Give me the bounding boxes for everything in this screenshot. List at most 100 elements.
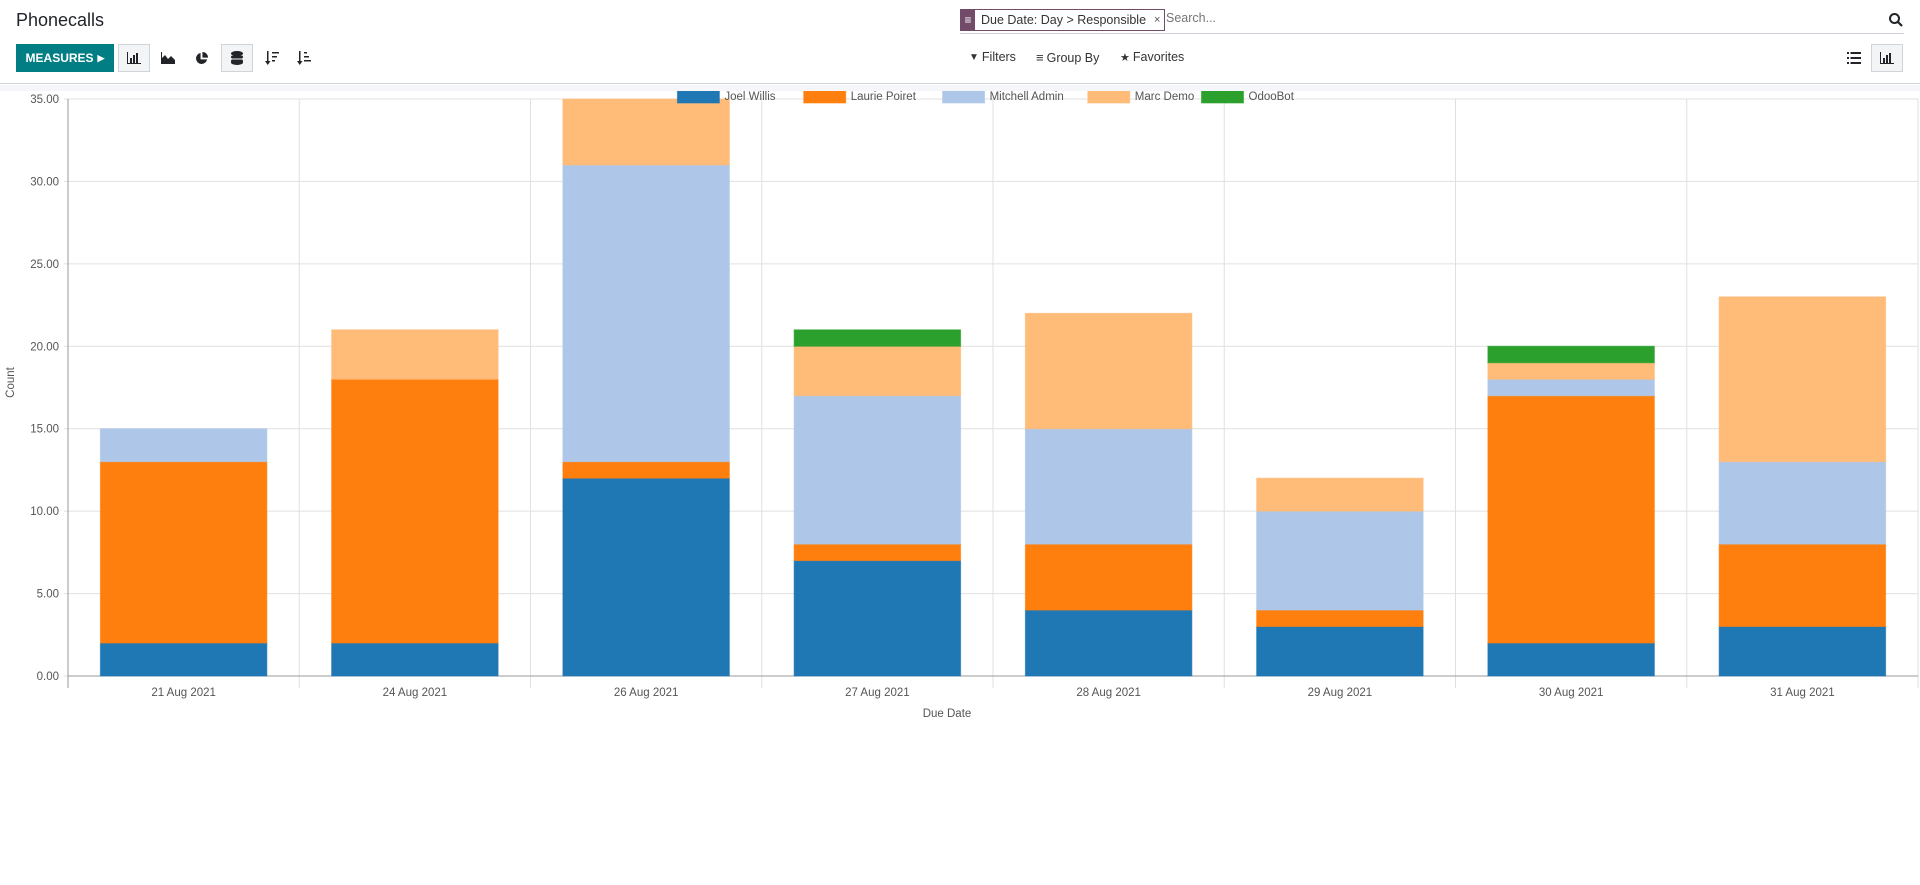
legend-swatch[interactable] [1201, 87, 1244, 104]
list-view-button[interactable] [1838, 44, 1870, 72]
y-tick-label: 15.00 [30, 424, 59, 436]
bar-segment[interactable] [1487, 378, 1655, 397]
bar-segment[interactable] [1487, 395, 1655, 644]
bar-segment[interactable] [1024, 428, 1193, 545]
bar-segment[interactable] [1256, 510, 1424, 611]
stacked-toggle-button[interactable] [221, 44, 253, 72]
sort-descending-icon [265, 51, 279, 65]
legend-label[interactable]: Marc Demo [1135, 91, 1194, 103]
bar-segment[interactable] [331, 378, 499, 644]
stacked-bar-chart: 0.00 5.00 10.00 15.00 20.00 25.00 30.00 35.00 21… [5, 87, 1919, 720]
bar-segment[interactable] [1487, 362, 1655, 380]
bar-segment[interactable] [99, 428, 268, 463]
star-icon: ★ [1120, 51, 1130, 64]
y-tick-label: 5.00 [37, 589, 59, 601]
legend-label[interactable]: OdooBot [1249, 91, 1295, 103]
y-tick-label: 35.00 [30, 94, 59, 106]
bar-segment[interactable] [793, 329, 962, 347]
y-tick-label: 0.00 [37, 671, 59, 683]
x-tick-label: 24 Aug 2021 [383, 687, 448, 699]
facet-close-icon[interactable]: × [1154, 14, 1161, 26]
favorites-dropdown[interactable]: ★ Favorites [1120, 50, 1184, 64]
stacked-database-icon [231, 51, 243, 65]
bar-segment[interactable] [99, 642, 268, 677]
legend-label[interactable]: Laurie Poiret [851, 91, 917, 103]
bar-segment[interactable] [793, 560, 962, 677]
x-tick-label: 21 Aug 2021 [151, 687, 216, 699]
x-tick-label: 31 Aug 2021 [1770, 687, 1835, 699]
sort-ascending-icon [297, 51, 311, 65]
sort-descending-button[interactable] [256, 44, 288, 72]
bar-segment[interactable] [1024, 609, 1193, 677]
bar-segment[interactable] [1256, 626, 1424, 677]
x-tick-label: 26 Aug 2021 [614, 687, 679, 699]
line-chart-button[interactable] [152, 44, 184, 72]
line-chart-icon [161, 52, 175, 64]
x-tick-label: 27 Aug 2021 [845, 687, 910, 699]
bar-segment[interactable] [562, 164, 730, 463]
bar-segment[interactable] [562, 477, 730, 677]
bar-segment[interactable] [562, 98, 730, 166]
bar-chart-button[interactable] [118, 44, 150, 72]
filter-icon: ▼ [969, 51, 979, 63]
legend-swatch[interactable] [942, 87, 986, 104]
x-tick-label: 28 Aug 2021 [1076, 687, 1141, 699]
bar-segment[interactable] [331, 642, 499, 677]
favorites-label: Favorites [1132, 50, 1185, 64]
y-tick-label: 20.00 [30, 341, 59, 353]
legend-swatch[interactable] [803, 87, 847, 104]
page-title: Phonecalls [16, 10, 105, 30]
chart-area: 0.00 5.00 10.00 15.00 20.00 25.00 30.00 35.00 21… [0, 87, 1920, 880]
caret-right-icon: ▶ [97, 52, 105, 63]
graph-view-icon [1880, 52, 1894, 64]
bar-segment[interactable] [331, 329, 499, 380]
legend-label[interactable]: Joel Willis [724, 91, 775, 103]
x-tick-label: 30 Aug 2021 [1539, 687, 1604, 699]
groupby-dropdown[interactable]: ≡ Group By [1036, 50, 1099, 65]
search-facet-groupby: ≡ Due Date: Day > Responsible × [960, 9, 1166, 31]
groupby-label: Group By [1046, 50, 1100, 65]
bar-segment[interactable] [1718, 626, 1887, 677]
bar-segment[interactable] [1718, 296, 1887, 463]
search-input[interactable] [1166, 11, 1766, 25]
search-icon[interactable] [1888, 12, 1904, 28]
bar-segment[interactable] [1487, 642, 1655, 677]
bar-segment[interactable] [1024, 543, 1193, 611]
legend-swatch[interactable] [676, 87, 720, 104]
y-tick-label: 25.00 [30, 259, 59, 271]
x-tick-label: 29 Aug 2021 [1308, 687, 1373, 699]
pie-chart-icon [195, 51, 208, 64]
bar-segment[interactable] [1487, 345, 1655, 364]
groupby-icon: ≡ [1036, 50, 1044, 65]
bar-segment[interactable] [793, 395, 962, 545]
legend-swatch[interactable] [1087, 87, 1131, 104]
bar-segment[interactable] [99, 461, 268, 644]
bar-segment[interactable] [1718, 543, 1887, 628]
bar-segment[interactable] [562, 461, 730, 479]
filters-dropdown[interactable]: ▼ Filters [969, 50, 1016, 64]
bar-segment[interactable] [793, 543, 962, 562]
bar-segment[interactable] [793, 345, 962, 397]
sort-ascending-button[interactable] [288, 44, 320, 72]
bar-segment[interactable] [1256, 609, 1424, 628]
y-axis-title: Count [5, 366, 17, 397]
list-view-icon [1847, 52, 1861, 64]
measures-button[interactable]: MEASURES ▶ [16, 44, 114, 72]
bar-segment[interactable] [1024, 312, 1193, 430]
bar-segment[interactable] [1718, 461, 1887, 545]
measures-label: MEASURES [25, 51, 94, 65]
legend-label[interactable]: Mitchell Admin [990, 91, 1064, 103]
groupby-facet-icon: ≡ [961, 10, 975, 30]
pie-chart-button[interactable] [185, 44, 217, 72]
panel-divider [0, 85, 1920, 91]
filters-label: Filters [981, 50, 1016, 64]
bar-segment[interactable] [1256, 477, 1424, 512]
x-axis-title: Due Date [923, 708, 972, 720]
facet-label: Due Date: Day > Responsible [981, 13, 1147, 27]
y-tick-label: 30.00 [30, 176, 59, 188]
graph-view-button[interactable] [1871, 44, 1903, 72]
bar-chart-icon [127, 52, 141, 64]
search-bar: ≡ Due Date: Day > Responsible × [960, 8, 1904, 34]
control-panel: Phonecalls ≡ Due Date: Day > Responsible… [0, 0, 1920, 84]
y-tick-label: 10.00 [30, 506, 59, 518]
